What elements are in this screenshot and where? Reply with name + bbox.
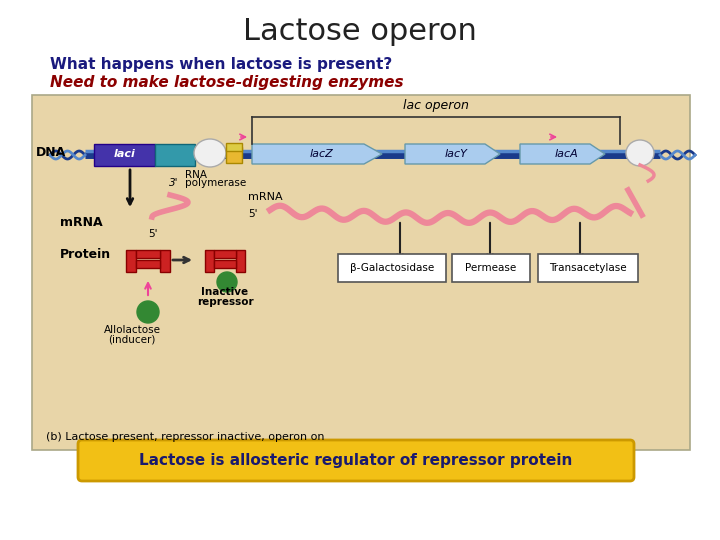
Text: lacA: lacA	[554, 149, 578, 159]
Text: lacY: lacY	[444, 149, 467, 159]
Text: What happens when lactose is present?: What happens when lactose is present?	[50, 57, 392, 71]
Text: laci: laci	[114, 149, 135, 159]
FancyBboxPatch shape	[32, 95, 690, 450]
Text: 5': 5'	[148, 229, 158, 239]
Text: lacZ: lacZ	[309, 149, 333, 159]
Text: RNA: RNA	[185, 170, 207, 180]
Text: mRNA: mRNA	[248, 192, 283, 202]
Text: (b) Lactose present, repressor inactive, operon on: (b) Lactose present, repressor inactive,…	[46, 432, 325, 442]
Text: Need to make lactose-digesting enzymes: Need to make lactose-digesting enzymes	[50, 75, 404, 90]
Ellipse shape	[626, 140, 654, 166]
Circle shape	[137, 301, 159, 323]
Text: repressor: repressor	[197, 297, 253, 307]
Bar	[94, 144, 155, 166]
Ellipse shape	[194, 139, 226, 167]
Circle shape	[217, 272, 237, 292]
Text: Allolactose: Allolactose	[104, 325, 161, 335]
Bar	[205, 250, 214, 272]
Bar	[214, 250, 236, 258]
Bar	[338, 254, 446, 282]
Bar	[452, 254, 530, 282]
Text: β-Galactosidase: β-Galactosidase	[350, 263, 434, 273]
Bar	[538, 254, 638, 282]
Bar	[236, 250, 245, 272]
Bar	[136, 250, 160, 258]
Text: polymerase: polymerase	[185, 178, 246, 188]
Text: Transacetylase: Transacetylase	[549, 263, 627, 273]
Bar	[136, 260, 160, 268]
Text: Lactose is allosteric regulator of repressor protein: Lactose is allosteric regulator of repre…	[139, 453, 572, 468]
Bar	[155, 144, 195, 166]
Bar	[226, 143, 242, 151]
Text: Permease: Permease	[465, 263, 517, 273]
Text: Inactive: Inactive	[202, 287, 248, 297]
Text: Protein: Protein	[60, 248, 111, 261]
Text: lac operon: lac operon	[403, 99, 469, 112]
Bar	[126, 250, 136, 272]
FancyArrow shape	[252, 144, 382, 164]
Bar	[226, 147, 242, 163]
Text: mRNA: mRNA	[60, 215, 103, 228]
Bar	[214, 260, 236, 268]
FancyArrow shape	[405, 144, 500, 164]
Text: (inducer): (inducer)	[108, 335, 156, 345]
Text: Lactose operon: Lactose operon	[243, 17, 477, 46]
Text: 5': 5'	[248, 209, 258, 219]
FancyBboxPatch shape	[78, 440, 634, 481]
Text: DNA: DNA	[36, 146, 66, 159]
FancyArrow shape	[520, 144, 605, 164]
Bar	[160, 250, 170, 272]
Text: 3': 3'	[168, 178, 178, 188]
